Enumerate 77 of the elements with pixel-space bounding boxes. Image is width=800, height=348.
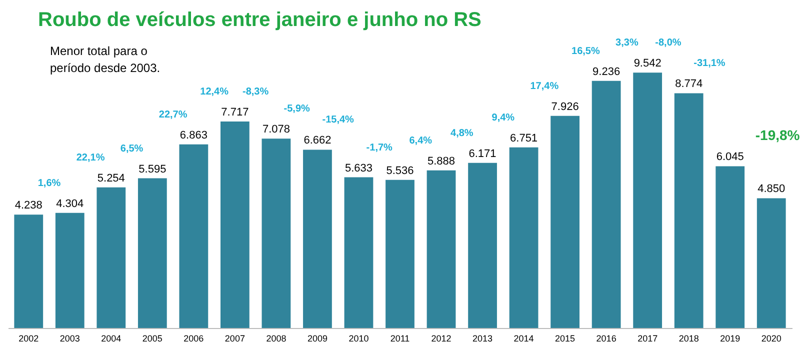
x-tick-label: 2017 [638,334,658,344]
bar [716,166,745,328]
x-tick-label: 2015 [555,334,576,344]
data-label: 6.045 [716,151,744,164]
annotation: -15,4% [322,114,354,126]
data-label: 5.633 [344,162,372,174]
bar [220,121,250,328]
bar [756,198,786,328]
x-tick-label: 2005 [142,334,162,344]
bar [592,80,621,328]
annotation: 22,1% [76,152,105,164]
text: 3,3% [616,38,638,49]
data-label: 8.774 [675,78,703,90]
data-label: 6.751 [510,132,538,144]
x-tick-label: 2009 [307,334,328,344]
bar [468,162,497,328]
data-label: 4.238 [14,200,42,212]
data-label: 4.304 [56,198,84,210]
annotation: -5,9% [284,104,310,115]
x-tick-label: 2013 [472,334,493,344]
x-tick-label: 2004 [101,334,122,344]
bar [179,144,208,328]
bar [262,138,291,328]
bar [550,116,580,328]
annotation: 6,5% [120,143,144,154]
x-tick-label: 2002 [18,334,39,344]
x-tick-label: 2020 [761,334,782,344]
x-tick-label: 2011 [390,334,410,344]
annotation: -1,7% [366,142,393,154]
bar [55,212,84,328]
x-tick-label: 2003 [60,334,80,344]
x-tick-label: 2019 [720,334,740,344]
bar [674,93,704,328]
x-tick-label: 2018 [678,334,699,344]
data-label: 6.662 [304,134,332,147]
data-label: 6.863 [180,129,208,142]
bar [303,150,332,328]
data-label: 4.850 [758,183,786,196]
x-tick-label: 2014 [514,334,534,344]
bar [96,187,126,328]
x-tick-label: 2012 [431,334,452,344]
chart-title: Roubo de veículos entre janeiro e junho no RS [38,9,482,31]
data-label: 7.926 [551,100,579,113]
bar [14,214,44,328]
annotation: 9,4% [492,112,515,124]
annotation: -8,3% [242,86,269,98]
data-label: 7.078 [262,124,290,136]
bar [138,178,167,328]
bar [344,177,374,328]
chart-subtitle: Menor total para o período desde 2003. [50,44,160,75]
data-label: 9.542 [634,58,662,70]
bar [386,180,414,328]
x-tick-label: 2006 [184,334,204,344]
data-label: 9.236 [592,66,620,78]
x-tick-label: 2007 [224,334,245,344]
data-label: 5.595 [138,163,166,176]
bar [426,170,456,328]
x-tick-label: 2016 [596,334,616,344]
data-label: 5.536 [386,164,414,177]
data-label: 5.254 [97,172,125,184]
annotation: 6,4% [409,135,432,146]
data-label: 6.171 [468,148,496,160]
annotation: -19,8% [755,127,800,144]
text: -31,1% [694,58,726,70]
annotation: 12,4% [200,86,229,98]
x-tick-label: 2010 [348,334,369,344]
data-label: 5.888 [428,155,456,168]
bar [509,147,538,328]
annotation: 17,4% [530,80,559,92]
annotation: 22,7% [158,109,188,120]
text: -8,0% [655,38,682,49]
annotation: 4,8% [450,128,474,139]
text: 16,5% [572,46,600,57]
bar [633,72,662,328]
x-tick-label: 2008 [266,334,286,344]
data-label: 7.717 [221,106,249,118]
annotation: 1,6% [38,178,61,189]
